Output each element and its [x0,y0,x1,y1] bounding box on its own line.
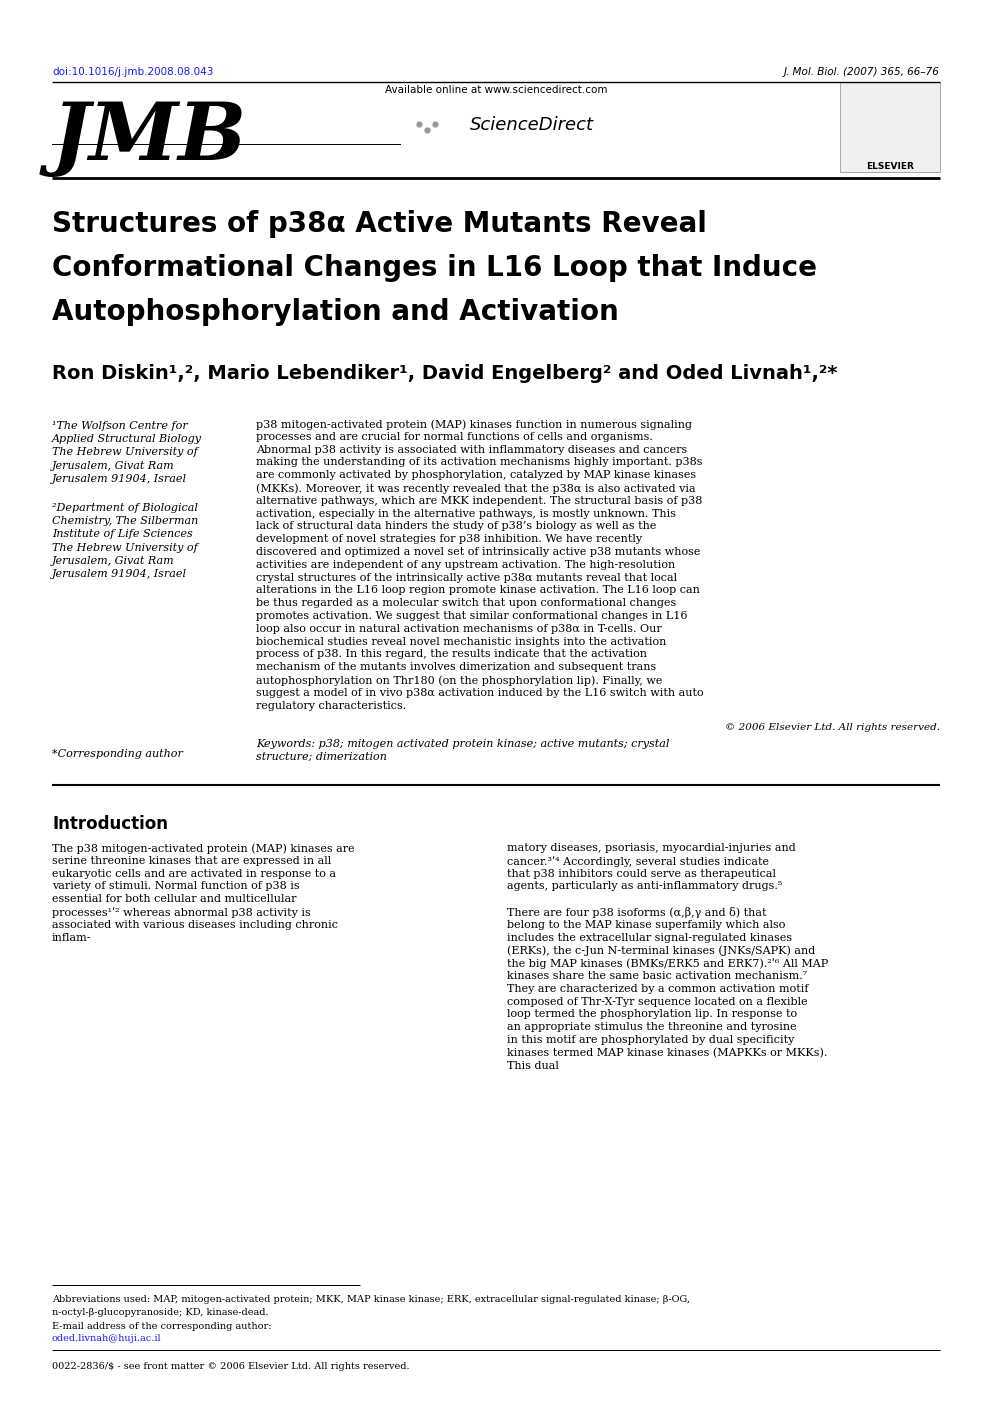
Text: kinases termed MAP kinase kinases (MAPKKs or MKKs).: kinases termed MAP kinase kinases (MAPKK… [507,1048,827,1058]
Text: agents, particularly as anti-inflammatory drugs.⁵: agents, particularly as anti-inflammator… [507,881,783,891]
Text: J. Mol. Biol. (2007) 365, 66–76: J. Mol. Biol. (2007) 365, 66–76 [784,67,940,77]
Text: promotes activation. We suggest that similar conformational changes in L16: promotes activation. We suggest that sim… [256,610,687,622]
FancyBboxPatch shape [840,81,940,173]
Text: regulatory characteristics.: regulatory characteristics. [256,700,407,710]
Text: process of p38. In this regard, the results indicate that the activation: process of p38. In this regard, the resu… [256,650,647,659]
Text: mechanism of the mutants involves dimerization and subsequent trans: mechanism of the mutants involves dimeri… [256,662,657,672]
Text: activation, especially in the alternative pathways, is mostly unknown. This: activation, especially in the alternativ… [256,509,676,519]
Text: Jerusalem 91904, Israel: Jerusalem 91904, Israel [52,474,187,484]
Text: discovered and optimized a novel set of intrinsically active p38 mutants whose: discovered and optimized a novel set of … [256,547,700,557]
Text: essential for both cellular and multicellular: essential for both cellular and multicel… [52,894,297,904]
Text: processes¹ʹ² whereas abnormal p38 activity is: processes¹ʹ² whereas abnormal p38 activi… [52,906,310,918]
Text: an appropriate stimulus the threonine and tyrosine: an appropriate stimulus the threonine an… [507,1023,797,1033]
Text: activities are independent of any upstream activation. The high-resolution: activities are independent of any upstre… [256,560,676,570]
Text: ²Department of Biological: ²Department of Biological [52,504,197,513]
Text: (MKKs). Moreover, it was recently revealed that the p38α is also activated via: (MKKs). Moreover, it was recently reveal… [256,483,695,494]
Text: Abnormal p38 activity is associated with inflammatory diseases and cancers: Abnormal p38 activity is associated with… [256,445,687,455]
Text: suggest a model of in vivo p38α activation induced by the L16 switch with auto: suggest a model of in vivo p38α activati… [256,687,703,697]
Text: belong to the MAP kinase superfamily which also: belong to the MAP kinase superfamily whi… [507,920,786,930]
Text: structure; dimerization: structure; dimerization [256,752,387,762]
Text: Jerusalem 91904, Israel: Jerusalem 91904, Israel [52,570,187,579]
Text: Abbreviations used: MAP, mitogen-activated protein; MKK, MAP kinase kinase; ERK,: Abbreviations used: MAP, mitogen-activat… [52,1295,690,1303]
Text: Institute of Life Sciences: Institute of Life Sciences [52,529,192,539]
Text: p38 mitogen-activated protein (MAP) kinases function in numerous signaling: p38 mitogen-activated protein (MAP) kina… [256,419,692,429]
Text: be thus regarded as a molecular switch that upon conformational changes: be thus regarded as a molecular switch t… [256,598,677,607]
Text: n-octyl-β-glucopyranoside; KD, kinase-dead.: n-octyl-β-glucopyranoside; KD, kinase-de… [52,1308,269,1317]
Text: The Hebrew University of: The Hebrew University of [52,543,197,553]
Text: 0022-2836/$ - see front matter © 2006 Elsevier Ltd. All rights reserved.: 0022-2836/$ - see front matter © 2006 El… [52,1362,410,1371]
Text: loop also occur in natural activation mechanisms of p38α in T-cells. Our: loop also occur in natural activation me… [256,624,662,634]
Text: inflam-: inflam- [52,933,91,943]
Text: includes the extracellular signal-regulated kinases: includes the extracellular signal-regula… [507,933,793,943]
Text: ELSEVIER: ELSEVIER [866,161,914,171]
Text: Jerusalem, Givat Ram: Jerusalem, Givat Ram [52,460,175,470]
Text: biochemical studies reveal novel mechanistic insights into the activation: biochemical studies reveal novel mechani… [256,637,667,647]
Text: Autophosphorylation and Activation: Autophosphorylation and Activation [52,297,619,325]
Text: lack of structural data hinders the study of p38’s biology as well as the: lack of structural data hinders the stud… [256,522,657,532]
Text: cancer.³ʹ⁴ Accordingly, several studies indicate: cancer.³ʹ⁴ Accordingly, several studies … [507,856,769,867]
Text: alternative pathways, which are MKK independent. The structural basis of p38: alternative pathways, which are MKK inde… [256,495,702,506]
Text: Jerusalem, Givat Ram: Jerusalem, Givat Ram [52,556,175,565]
Text: ScienceDirect: ScienceDirect [470,116,594,135]
Text: The Hebrew University of: The Hebrew University of [52,448,197,457]
Text: that p38 inhibitors could serve as therapeutical: that p38 inhibitors could serve as thera… [507,868,776,878]
Text: This dual: This dual [507,1061,558,1070]
Text: Introduction: Introduction [52,815,168,833]
Text: matory diseases, psoriasis, myocardial-injuries and: matory diseases, psoriasis, myocardial-i… [507,843,796,853]
Text: are commonly activated by phosphorylation, catalyzed by MAP kinase kinases: are commonly activated by phosphorylatio… [256,470,696,480]
Text: E-mail address of the corresponding author:: E-mail address of the corresponding auth… [52,1322,272,1331]
Text: JMB: JMB [52,100,247,177]
Text: oded.livnah@huji.ac.il: oded.livnah@huji.ac.il [52,1334,162,1343]
Text: associated with various diseases including chronic: associated with various diseases includi… [52,920,338,930]
Text: ¹The Wolfson Centre for: ¹The Wolfson Centre for [52,421,187,431]
Text: doi:10.1016/j.jmb.2008.08.043: doi:10.1016/j.jmb.2008.08.043 [52,67,213,77]
Text: Structures of p38α Active Mutants Reveal: Structures of p38α Active Mutants Reveal [52,210,707,239]
Text: composed of Thr-X-Tyr sequence located on a flexible: composed of Thr-X-Tyr sequence located o… [507,996,807,1006]
Text: (ERKs), the c-Jun N-terminal kinases (JNKs/SAPK) and: (ERKs), the c-Jun N-terminal kinases (JN… [507,946,815,955]
Text: Chemistry, The Silberman: Chemistry, The Silberman [52,516,198,526]
Text: © 2006 Elsevier Ltd. All rights reserved.: © 2006 Elsevier Ltd. All rights reserved… [725,724,940,732]
Text: development of novel strategies for p38 inhibition. We have recently: development of novel strategies for p38 … [256,535,642,544]
Text: *Corresponding author: *Corresponding author [52,749,183,759]
Text: crystal structures of the intrinsically active p38α mutants reveal that local: crystal structures of the intrinsically … [256,572,678,582]
Text: autophosphorylation on Thr180 (on the phosphorylation lip). Finally, we: autophosphorylation on Thr180 (on the ph… [256,675,663,686]
Text: Applied Structural Biology: Applied Structural Biology [52,434,202,445]
Text: They are characterized by a common activation motif: They are characterized by a common activ… [507,984,808,993]
Text: eukaryotic cells and are activated in response to a: eukaryotic cells and are activated in re… [52,868,336,878]
Text: The p38 mitogen-activated protein (MAP) kinases are: The p38 mitogen-activated protein (MAP) … [52,843,354,853]
Text: There are four p38 isoforms (α,β,γ and δ) that: There are four p38 isoforms (α,β,γ and δ… [507,906,767,918]
Text: loop termed the phosphorylation lip. In response to: loop termed the phosphorylation lip. In … [507,1009,798,1020]
Text: making the understanding of its activation mechanisms highly important. p38s: making the understanding of its activati… [256,457,702,467]
Text: Keywords: p38; mitogen activated protein kinase; active mutants; crystal: Keywords: p38; mitogen activated protein… [256,739,670,749]
Text: the big MAP kinases (BMKs/ERK5 and ERK7).²ʹ⁶ All MAP: the big MAP kinases (BMKs/ERK5 and ERK7)… [507,958,828,969]
Text: Available online at www.sciencedirect.com: Available online at www.sciencedirect.co… [385,86,607,95]
Text: alterations in the L16 loop region promote kinase activation. The L16 loop can: alterations in the L16 loop region promo… [256,585,700,595]
Text: Conformational Changes in L16 Loop that Induce: Conformational Changes in L16 Loop that … [52,254,817,282]
Text: Ron Diskin¹,², Mario Lebendiker¹, David Engelberg² and Oded Livnah¹,²*: Ron Diskin¹,², Mario Lebendiker¹, David … [52,363,837,383]
Text: in this motif are phosphorylated by dual specificity: in this motif are phosphorylated by dual… [507,1035,795,1045]
Text: serine threonine kinases that are expressed in all: serine threonine kinases that are expres… [52,856,331,866]
Text: variety of stimuli. Normal function of p38 is: variety of stimuli. Normal function of p… [52,881,300,891]
Text: processes and are crucial for normal functions of cells and organisms.: processes and are crucial for normal fun… [256,432,653,442]
Text: kinases share the same basic activation mechanism.⁷: kinases share the same basic activation … [507,971,807,981]
